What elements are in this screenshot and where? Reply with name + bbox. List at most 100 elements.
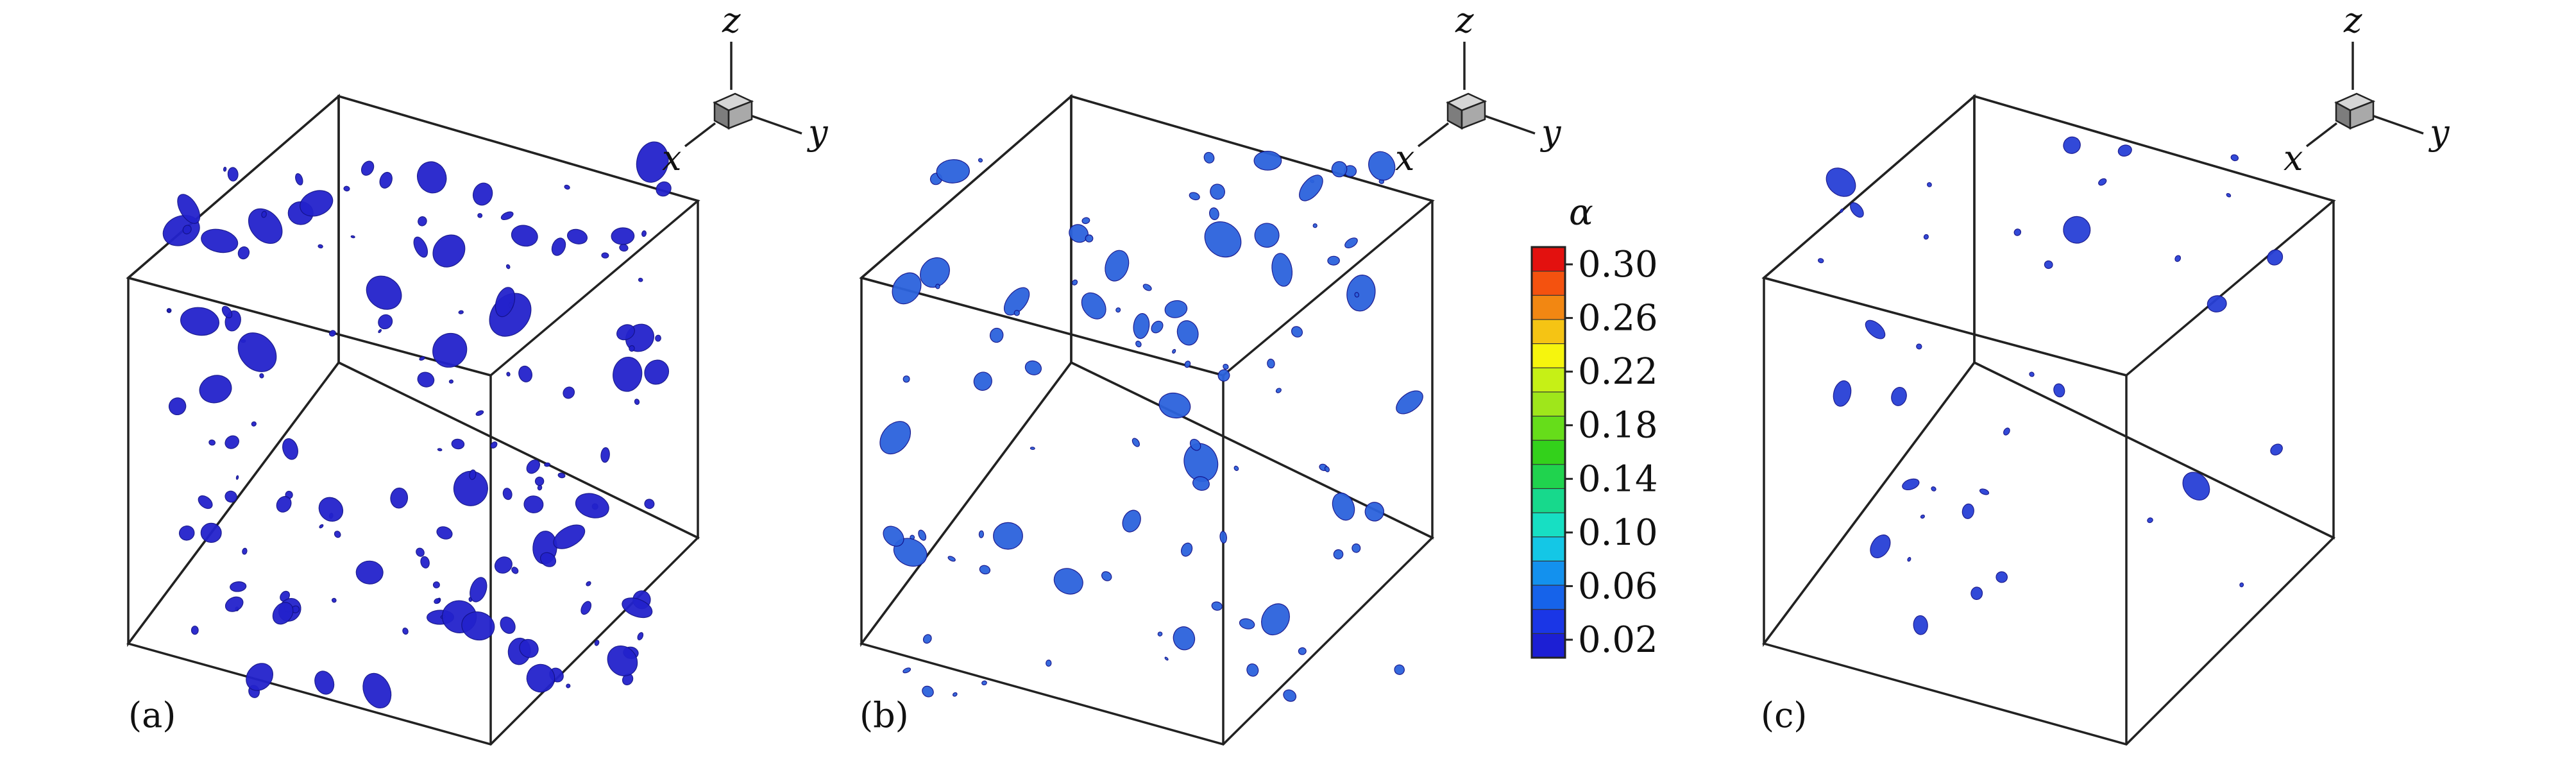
isosurface-blob xyxy=(1172,348,1176,354)
isosurface-blob xyxy=(586,581,591,586)
isosurface-blob xyxy=(981,680,987,686)
isosurface-blob xyxy=(575,493,609,518)
isosurface-blob xyxy=(2053,383,2065,398)
triad-x-label: x xyxy=(1395,138,1414,178)
isosurface-blob xyxy=(432,332,468,368)
triad-cube-right xyxy=(2349,100,2375,130)
isosurface-blob xyxy=(566,683,571,688)
isosurface-blob xyxy=(242,547,248,555)
isosurface-blob xyxy=(199,375,232,404)
isosurface-blob xyxy=(167,309,171,313)
colorbar-tick-label: 0.14 xyxy=(1578,458,1658,500)
isosurface-blob xyxy=(1931,486,1936,492)
isosurface-blob xyxy=(1181,542,1193,557)
isosurface-blob xyxy=(1283,689,1297,702)
isosurface-blob xyxy=(534,476,545,486)
isosurface-blob xyxy=(1046,660,1052,667)
isosurface-blob xyxy=(952,692,958,697)
isosurface-blob xyxy=(261,210,267,218)
isosurface-blob xyxy=(319,524,324,529)
isosurface-blob xyxy=(432,234,466,268)
colorbar-title: α xyxy=(1569,192,1593,234)
isosurface-blob xyxy=(502,488,513,500)
isosurface-blob xyxy=(420,556,430,569)
colorbar-swatch xyxy=(1531,295,1566,321)
isosurface-blob xyxy=(2207,295,2227,312)
isosurface-blob xyxy=(1131,438,1140,447)
isosurface-blob xyxy=(198,495,213,509)
isosurface-blob xyxy=(636,141,669,183)
isosurface-blob xyxy=(259,373,264,379)
isosurface-blob xyxy=(506,372,511,377)
isosurface-blob xyxy=(505,264,511,269)
triad-cube-right xyxy=(727,100,753,130)
isosurface-blob xyxy=(656,181,672,197)
colorbar-swatch xyxy=(1531,536,1566,562)
isosurface-blob xyxy=(477,213,483,218)
isosurface-blob xyxy=(180,307,219,336)
isosurface-blob xyxy=(246,663,273,691)
isosurface-blobs-b xyxy=(879,150,1423,702)
isosurface-blob xyxy=(235,475,239,480)
isosurface-blob xyxy=(1298,647,1307,655)
isosurface-blob xyxy=(601,252,609,259)
isosurface-blob xyxy=(518,365,533,382)
triad-y-label: y xyxy=(807,112,829,153)
isosurface-blob xyxy=(973,372,992,391)
isosurface-blob xyxy=(237,332,277,372)
isosurface-blob xyxy=(314,671,335,695)
triad-x-axis xyxy=(2305,122,2338,148)
isosurface-blob xyxy=(622,597,653,619)
isosurface-blob xyxy=(1105,250,1130,282)
colorbar: α 0.30 0.26 0.22 0.18 0.14 0.10 0.06 0.02 xyxy=(1530,192,1658,661)
triad-z-label: z xyxy=(2343,0,2362,40)
isosurface-blob xyxy=(519,638,539,658)
isosurface-blob xyxy=(417,372,435,388)
isosurface-blob xyxy=(500,616,516,634)
isosurface-blob xyxy=(413,236,428,258)
isosurface-blob xyxy=(1870,534,1891,558)
isosurface-blob xyxy=(539,552,557,567)
isosurface-blob xyxy=(1157,631,1163,637)
cube-c-wireframe xyxy=(1761,94,2336,746)
isosurface-blob xyxy=(237,246,250,260)
isosurface-blob xyxy=(2117,144,2132,157)
isosurface-blob xyxy=(1164,300,1188,318)
isosurface-blob xyxy=(355,560,384,585)
isosurface-blob xyxy=(1142,284,1152,291)
isosurface-blob xyxy=(1254,223,1280,248)
isosurface-blob xyxy=(2174,255,2182,262)
isosurface-blob xyxy=(902,667,911,674)
isosurface-blob xyxy=(1246,663,1259,677)
panel-label-c: (c) xyxy=(1761,695,1807,735)
isosurface-blob xyxy=(918,529,927,541)
isosurface-blob xyxy=(1979,488,1990,495)
isosurface-blob xyxy=(1164,656,1169,661)
cube-b-wireframe xyxy=(859,94,1435,746)
triad-y-label: y xyxy=(2428,112,2450,153)
isosurface-blob xyxy=(318,244,323,249)
isosurface-blob xyxy=(472,182,493,206)
isosurface-blob xyxy=(350,235,355,239)
isosurface-blob xyxy=(1354,292,1360,298)
isosurface-blob xyxy=(416,547,425,557)
isosurface-blob xyxy=(225,435,239,449)
colorbar-swatch xyxy=(1531,391,1566,417)
isosurface-blob xyxy=(495,287,516,318)
isosurface-blob xyxy=(1907,557,1911,562)
isosurface-blob xyxy=(1923,234,1929,240)
isosurface-blob xyxy=(641,230,647,237)
colorbar-swatch xyxy=(1531,343,1566,369)
triad-y-label: y xyxy=(1540,112,1562,153)
isosurface-blob xyxy=(523,495,544,513)
isosurface-blob xyxy=(638,277,643,282)
isosurface-blob xyxy=(613,356,643,392)
isosurface-blob xyxy=(511,225,538,247)
colorbar-swatches xyxy=(1531,246,1566,659)
isosurface-blob xyxy=(475,410,484,416)
isosurface-blob xyxy=(1176,320,1199,346)
isosurface-blob xyxy=(1817,258,1824,264)
isosurface-blob xyxy=(1275,388,1282,393)
isosurface-blob xyxy=(1299,175,1323,201)
isosurface-blob xyxy=(1902,478,1920,491)
